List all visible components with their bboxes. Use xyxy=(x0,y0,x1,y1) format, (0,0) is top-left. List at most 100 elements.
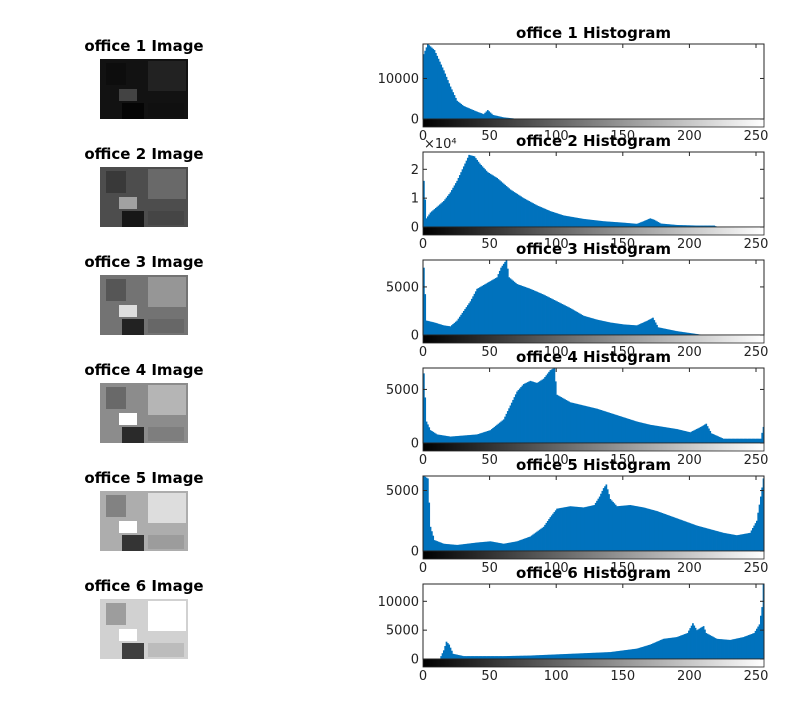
histogram-bar xyxy=(506,187,509,227)
histogram-bar xyxy=(661,639,664,659)
histogram-bar xyxy=(594,408,597,443)
histogram-bar xyxy=(658,512,661,551)
histogram-bar xyxy=(598,652,601,659)
histogram-bar xyxy=(453,322,456,335)
histogram-bar xyxy=(562,507,565,551)
image-shelf-region xyxy=(106,171,126,193)
histogram-bar xyxy=(697,225,700,227)
histogram-bar xyxy=(660,223,662,227)
histogram-bar xyxy=(568,216,570,227)
histogram-bar xyxy=(582,405,585,443)
histogram-bar xyxy=(602,652,605,659)
histogram-bar xyxy=(625,324,628,335)
histogram-bar xyxy=(690,625,693,659)
histogram-bar xyxy=(469,108,472,119)
histogram-bar xyxy=(648,508,650,551)
histogram-bar xyxy=(742,438,745,443)
histogram-bar xyxy=(700,426,702,443)
histogram-bar xyxy=(537,382,540,443)
histogram-bar xyxy=(589,505,592,551)
histogram-bar xyxy=(516,655,518,659)
histogram-bar xyxy=(706,528,709,551)
histogram-bar xyxy=(645,645,648,659)
intensity-colorbar xyxy=(422,118,765,128)
histogram-bar xyxy=(557,395,560,443)
histogram-bar xyxy=(710,225,713,227)
histogram-bar xyxy=(496,115,498,119)
office-image-thumbnail xyxy=(100,491,188,551)
histogram-bar xyxy=(638,222,641,227)
histogram-bar xyxy=(538,529,541,551)
image-title: office 4 Image xyxy=(84,361,203,379)
histogram-bar xyxy=(621,416,624,443)
histogram-bar xyxy=(493,176,496,227)
histogram-bar xyxy=(668,224,670,227)
histogram-bar xyxy=(553,654,556,659)
x-tick-label: 150 xyxy=(610,237,635,252)
histogram-bar xyxy=(712,636,714,659)
histogram-bar xyxy=(581,405,584,443)
histogram-bar xyxy=(442,543,445,551)
histogram-bar xyxy=(596,408,598,443)
histogram-bar xyxy=(493,278,496,335)
histogram-bar xyxy=(492,279,494,335)
histogram-bar xyxy=(613,323,616,335)
histogram-bar xyxy=(626,505,629,551)
histogram-bar xyxy=(681,331,684,335)
histogram-bar xyxy=(566,506,569,551)
histogram-bar xyxy=(477,542,480,551)
x-tick-label: 100 xyxy=(544,561,569,576)
histogram-bar xyxy=(502,263,505,335)
histogram-bar xyxy=(430,211,433,227)
histogram-bar xyxy=(556,213,558,227)
histogram-bar xyxy=(514,192,517,227)
histogram-title: office 3 Histogram xyxy=(516,240,671,258)
histogram-bar xyxy=(480,164,483,227)
image-desk-region xyxy=(148,103,184,117)
histogram-bar xyxy=(654,425,657,443)
histogram-bar xyxy=(558,302,561,335)
histogram-bar xyxy=(525,537,528,551)
histogram-bar xyxy=(512,542,514,551)
histogram-bar xyxy=(501,182,504,227)
histogram-bar xyxy=(692,333,694,335)
histogram-bar xyxy=(601,490,604,551)
histogram-bar xyxy=(713,434,716,443)
histogram-bar xyxy=(436,55,439,119)
histogram-bar xyxy=(709,529,712,551)
histogram-bar xyxy=(562,654,565,659)
histogram-bar xyxy=(590,505,593,551)
histogram-bar xyxy=(657,222,660,227)
histogram-bar xyxy=(621,324,624,335)
histogram-bar xyxy=(472,110,475,119)
histogram-bar xyxy=(572,653,574,659)
histogram-bar xyxy=(505,260,508,335)
histogram-bar xyxy=(568,653,570,659)
histogram-bar xyxy=(674,517,677,551)
histogram-bar xyxy=(664,223,666,227)
histogram-bar xyxy=(509,405,512,443)
histogram-bar xyxy=(466,157,469,227)
histogram-bar xyxy=(466,305,469,335)
histogram-bar xyxy=(734,535,737,551)
histogram-bar xyxy=(750,530,753,551)
histogram-bar xyxy=(704,424,706,443)
image-title: office 3 Image xyxy=(84,253,203,271)
histogram-bar xyxy=(601,652,604,659)
x-tick-label: 50 xyxy=(481,669,498,684)
histogram-bar xyxy=(696,225,698,227)
histogram-bar xyxy=(450,190,453,227)
histogram-bar xyxy=(586,316,589,335)
histogram-bar xyxy=(429,212,432,227)
histogram-bar xyxy=(446,436,449,443)
histogram-bar xyxy=(565,506,568,551)
office-image-thumbnail xyxy=(100,59,188,119)
histogram-bar xyxy=(662,328,665,335)
histogram-bar xyxy=(520,285,522,335)
histogram-bar xyxy=(688,332,690,335)
x-tick-label: 250 xyxy=(744,237,769,252)
histogram-bar xyxy=(653,219,656,227)
histogram-bar xyxy=(489,541,492,551)
histogram-bar xyxy=(717,531,720,551)
histogram-bar xyxy=(492,114,494,119)
